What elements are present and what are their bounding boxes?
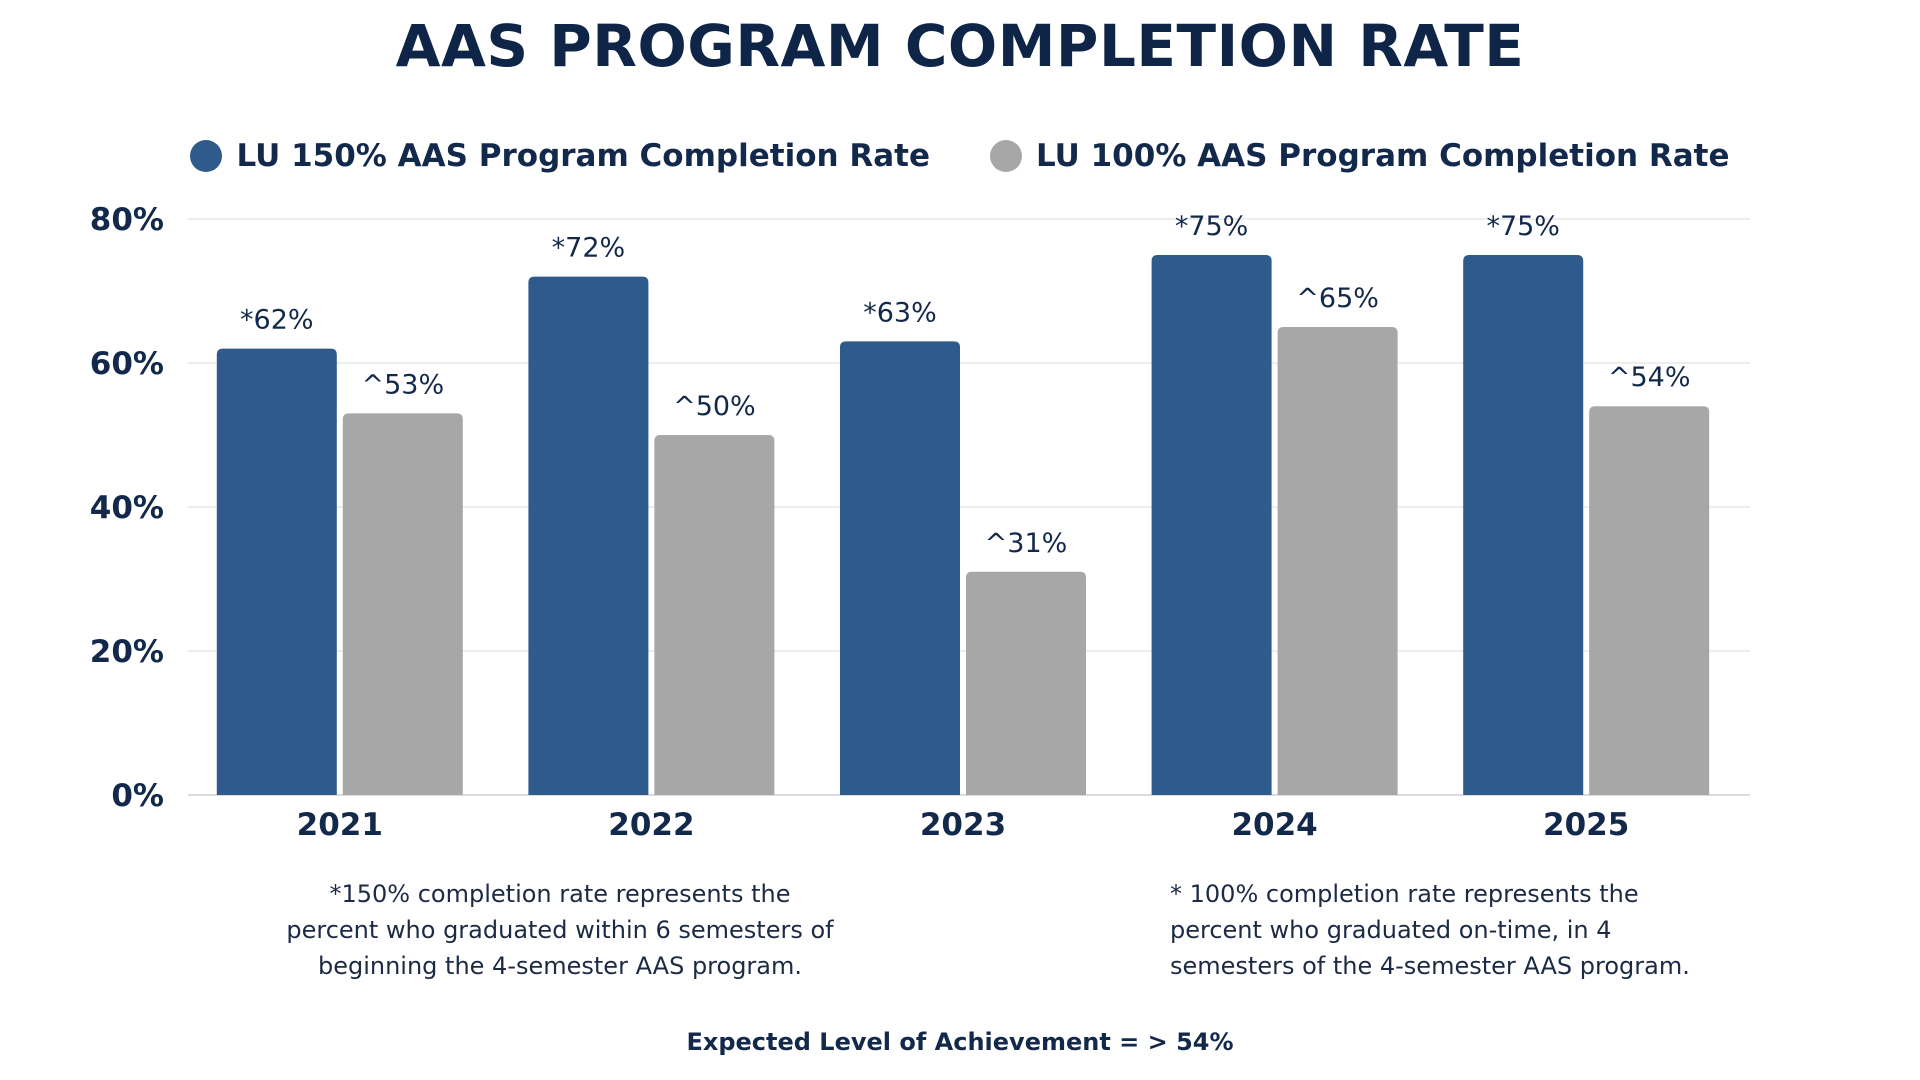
data-label-150-2022: *72% — [552, 233, 626, 264]
data-label-150-2023: *63% — [863, 297, 937, 328]
bar-150-2024 — [1151, 255, 1272, 795]
legend-swatch-100-icon — [990, 140, 1022, 172]
data-label-150-2021: *62% — [240, 305, 314, 336]
chart-legend: LU 150% AAS Program Completion Rate LU 1… — [0, 138, 1920, 174]
data-label-100-2021: ^53% — [361, 369, 444, 400]
data-label-150-2024: *75% — [1175, 211, 1249, 242]
footnote-100-line1: * 100% completion rate represents the — [1170, 880, 1639, 908]
x-tick-label-2022: 2022 — [608, 807, 694, 843]
bar-100-2021 — [342, 413, 463, 795]
x-tick-label-2025: 2025 — [1543, 807, 1629, 843]
footnote-150-line3: beginning the 4-semester AAS program. — [317, 952, 803, 980]
legend-swatch-150-icon — [190, 140, 223, 172]
bar-150-2025 — [1463, 255, 1584, 795]
legend-label-100: LU 100% AAS Program Completion Rate — [1036, 138, 1730, 174]
data-label-100-2023: ^31% — [985, 528, 1068, 559]
x-tick-label-2023: 2023 — [920, 807, 1006, 843]
legend-item-150: LU 150% AAS Program Completion Rate — [190, 138, 930, 174]
data-label-100-2022: ^50% — [673, 391, 756, 422]
chart-title: AAS PROGRAM COMPLETION RATE — [395, 12, 1525, 80]
data-label-100-2025: ^54% — [1608, 362, 1691, 393]
footnote-150: *150% completion rate represents the per… — [260, 876, 860, 984]
footnote-150-line2: percent who graduated within 6 semesters… — [286, 916, 834, 944]
data-label-100-2024: ^65% — [1296, 283, 1379, 314]
bar-100-2023 — [966, 571, 1086, 795]
bar-150-2022 — [528, 276, 649, 796]
footnote-150-line1: *150% completion rate represents the — [329, 880, 791, 908]
expected-level-note: Expected Level of Achievement = > 54% — [686, 1028, 1234, 1056]
data-label-150-2025: *75% — [1486, 211, 1560, 242]
bar-100-2024 — [1277, 327, 1398, 795]
legend-label-150: LU 150% AAS Program Completion Rate — [236, 138, 930, 174]
y-tick-label-40: 40% — [90, 490, 164, 526]
legend-item-100: LU 100% AAS Program Completion Rate — [990, 138, 1730, 174]
y-tick-label-20: 20% — [90, 634, 164, 670]
bar-150-2023 — [840, 341, 960, 795]
footnote-100-line3: semesters of the 4-semester AAS program. — [1170, 952, 1690, 980]
footnote-100: * 100% completion rate represents the pe… — [1170, 876, 1770, 984]
y-tick-label-0: 0% — [111, 778, 164, 814]
y-tick-label-80: 80% — [90, 202, 164, 238]
y-tick-label-60: 60% — [90, 346, 164, 382]
bar-150-2021 — [216, 348, 337, 795]
x-tick-label-2024: 2024 — [1231, 807, 1317, 843]
bar-100-2025 — [1589, 406, 1710, 795]
footnote-100-line2: percent who graduated on-time, in 4 — [1170, 916, 1612, 944]
bar-100-2022 — [654, 435, 775, 795]
x-tick-label-2021: 2021 — [297, 807, 383, 843]
